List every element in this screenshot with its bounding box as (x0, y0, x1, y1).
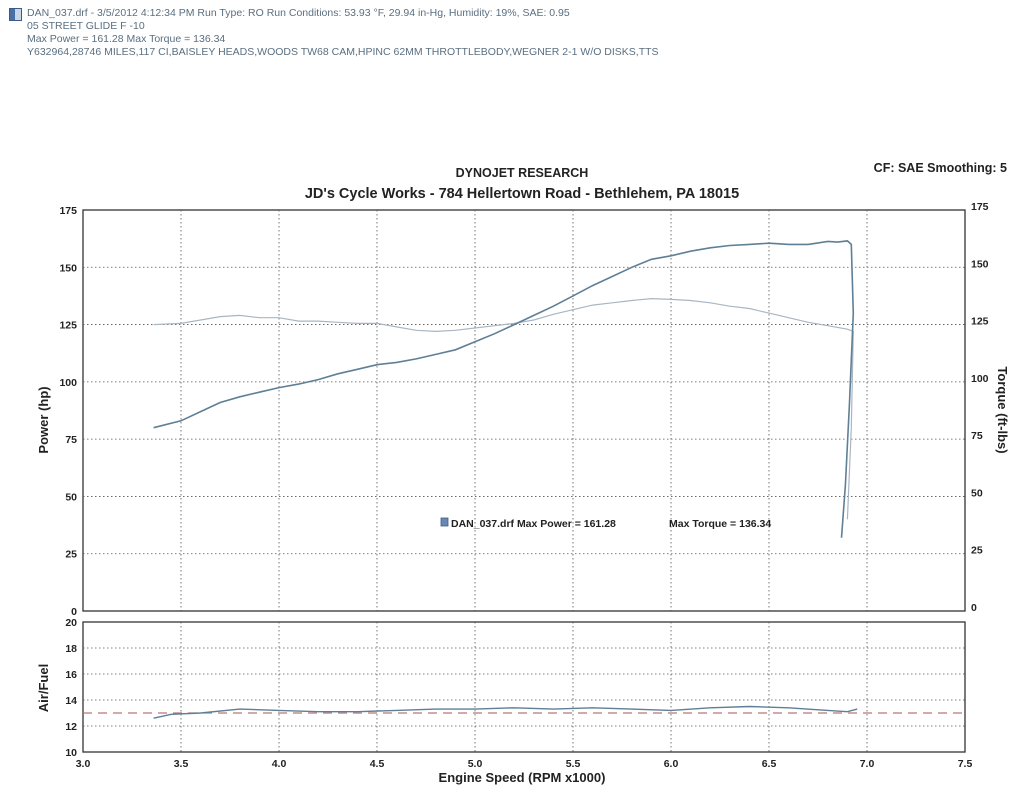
x-axis-label: Engine Speed (RPM x1000) (439, 770, 606, 785)
power-tick-label: 25 (65, 549, 77, 561)
torque-tick-label: 100 (971, 373, 989, 385)
vehicle-line: 05 STREET GLIDE F -10 (27, 20, 145, 32)
torque-tick-label: 150 (971, 258, 989, 270)
torque-tick-label: 50 (971, 487, 983, 499)
af-tick-label: 14 (65, 695, 77, 707)
torque-tick-label: 25 (971, 545, 983, 557)
x-tick-label: 6.5 (762, 758, 777, 770)
power-tick-label: 150 (59, 262, 77, 274)
power-tick-label: 0 (71, 606, 77, 618)
torque-curve (153, 297, 854, 520)
corner-note: CF: SAE Smoothing: 5 (874, 161, 1007, 175)
main-plot-frame (82, 209, 966, 612)
af-tick-label: 10 (65, 747, 77, 759)
legend-swatch-icon (440, 517, 449, 527)
x-tick-label: 4.5 (370, 758, 385, 770)
torque-tick-label: 175 (971, 201, 989, 213)
y-axis-label-torque: Torque (ft-lbs) (995, 366, 1010, 453)
x-tick-label: 7.0 (860, 758, 875, 770)
x-tick-label: 4.0 (272, 758, 287, 770)
x-tick-label: 6.0 (664, 758, 679, 770)
legend-entry-power: DAN_037.drf Max Power = 161.28 (451, 518, 616, 530)
main-plot-grid (82, 209, 966, 612)
series-lines (83, 240, 965, 719)
torque-tick-label: 0 (971, 602, 977, 614)
y-axis-label-airfuel: Air/Fuel (36, 664, 51, 712)
run-header: DAN_037.drf - 3/5/2012 4:12:34 PM Run Ty… (0, 0, 1021, 70)
run-info-line: DAN_037.drf - 3/5/2012 4:12:34 PM Run Ty… (27, 7, 570, 19)
build-notes-line: Y632964,28746 MILES,117 CI,BAISLEY HEADS… (27, 46, 659, 58)
power-tick-label: 50 (65, 491, 77, 503)
x-tick-label: 3.0 (76, 758, 91, 770)
torque-tick-label: 125 (971, 316, 989, 328)
af-tick-label: 12 (65, 721, 77, 733)
af-plot-frame (82, 621, 966, 753)
chart-title: DYNOJET RESEARCH (456, 166, 589, 180)
tick-labels: 0 0 25 25 50 50 75 75 100 100 125 125 150 150 175 175 10… (59, 201, 988, 770)
max-values-line: Max Power = 161.28 Max Torque = 136.34 (27, 33, 226, 45)
chart-subtitle: JD's Cycle Works - 784 Hellertown Road -… (305, 186, 739, 202)
power-tick-label: 75 (65, 434, 77, 446)
power-curve (153, 240, 855, 538)
power-tick-label: 175 (59, 205, 77, 217)
air-fuel-curve (153, 705, 858, 719)
file-icon (9, 8, 22, 21)
legend-entry-torque: Max Torque = 136.34 (669, 518, 771, 530)
power-tick-label: 125 (59, 320, 77, 332)
x-tick-label: 5.0 (468, 758, 483, 770)
af-tick-label: 18 (65, 643, 77, 655)
x-tick-label: 3.5 (174, 758, 189, 770)
x-tick-label: 5.5 (566, 758, 581, 770)
torque-tick-label: 75 (971, 430, 983, 442)
x-tick-label: 7.5 (958, 758, 973, 770)
power-tick-label: 100 (59, 377, 77, 389)
af-plot-grid (82, 621, 966, 753)
y-axis-label-power: Power (hp) (36, 386, 51, 453)
af-tick-label: 20 (65, 617, 77, 629)
af-tick-label: 16 (65, 669, 77, 681)
